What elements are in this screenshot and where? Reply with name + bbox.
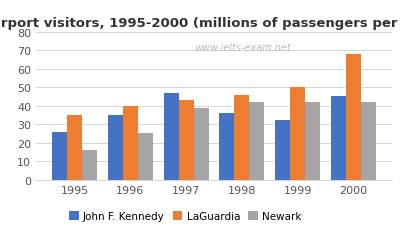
Bar xyxy=(123,106,138,180)
Bar xyxy=(52,132,67,180)
Bar xyxy=(194,108,209,180)
Bar xyxy=(108,116,123,180)
Title: Airport visitors, 1995-2000 (millions of passengers per year): Airport visitors, 1995-2000 (millions of… xyxy=(0,17,400,30)
Bar xyxy=(219,114,234,180)
Legend: John F. Kennedy, LaGuardia, Newark: John F. Kennedy, LaGuardia, Newark xyxy=(65,207,306,226)
Bar xyxy=(275,121,290,180)
Bar xyxy=(82,150,97,180)
Bar xyxy=(346,54,361,180)
Bar xyxy=(164,93,179,180)
Bar xyxy=(361,102,376,180)
Bar xyxy=(138,134,153,180)
Bar xyxy=(249,102,264,180)
Bar xyxy=(179,101,194,180)
Bar xyxy=(331,97,346,180)
Bar xyxy=(290,88,305,180)
Bar xyxy=(305,102,320,180)
Bar xyxy=(234,95,249,180)
Bar xyxy=(67,116,82,180)
Text: www.ielts-exam.net: www.ielts-exam.net xyxy=(194,43,291,53)
